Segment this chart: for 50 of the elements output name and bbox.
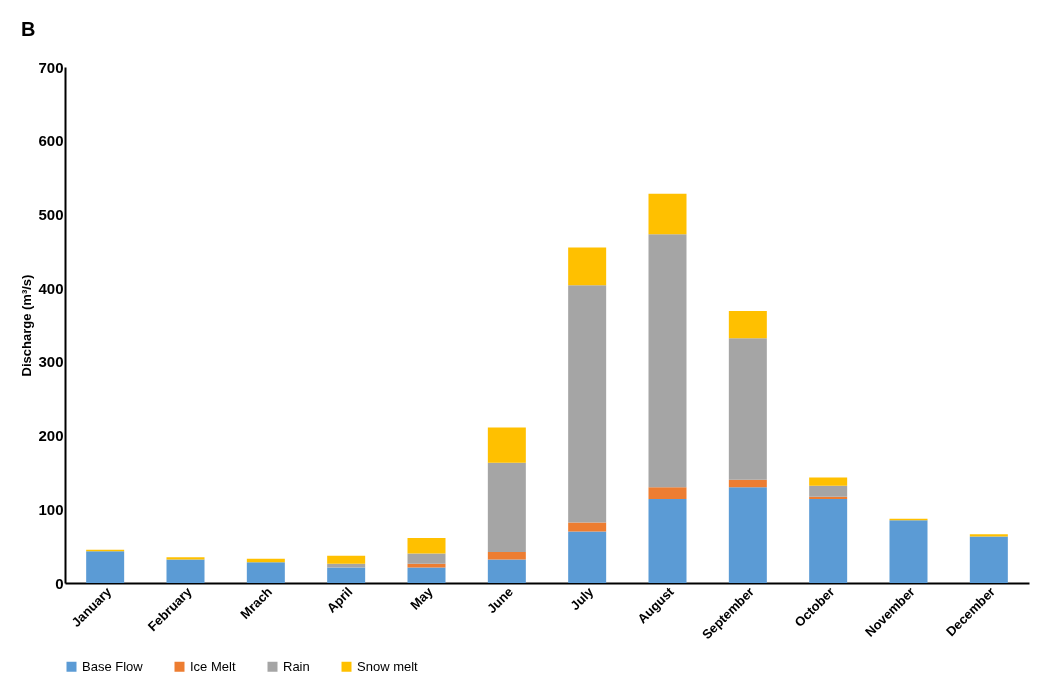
bar <box>327 563 366 568</box>
x-tick-label: July <box>567 583 597 614</box>
bar <box>487 462 526 553</box>
bar <box>969 536 1008 583</box>
bar <box>407 567 446 583</box>
bar <box>648 498 687 583</box>
bar <box>728 487 767 583</box>
bar <box>728 310 767 339</box>
bar <box>86 551 125 583</box>
bar <box>166 559 205 583</box>
bar <box>728 338 767 480</box>
bar <box>487 427 526 463</box>
y-tick-label: 100 <box>38 500 64 518</box>
legend-label: Base Flow <box>82 658 144 674</box>
bar <box>648 487 687 499</box>
y-tick-label: 400 <box>38 279 64 297</box>
bar <box>407 538 446 554</box>
bar <box>487 552 526 560</box>
y-tick-label: 200 <box>38 427 64 445</box>
x-tick-label: May <box>407 583 437 613</box>
bar <box>487 559 526 583</box>
y-tick-label: 500 <box>38 205 64 223</box>
legend-label: Ice Melt <box>190 658 236 674</box>
bar <box>568 522 607 532</box>
bar <box>809 485 848 497</box>
legend-label: Snow melt <box>357 658 419 674</box>
bar <box>969 534 1008 537</box>
bar <box>809 477 848 486</box>
chart-title: B <box>20 18 36 40</box>
bar <box>889 520 928 583</box>
y-tick-label: 300 <box>38 353 64 371</box>
bar <box>407 563 446 568</box>
bar <box>728 479 767 488</box>
bar <box>648 193 687 235</box>
bar <box>809 496 848 499</box>
bar <box>246 562 285 583</box>
y-tick-label: 700 <box>38 58 64 76</box>
bar <box>648 234 687 488</box>
bar <box>166 557 205 560</box>
bar <box>568 531 607 583</box>
bar <box>327 567 366 583</box>
bar <box>327 555 366 564</box>
legend-label: Rain <box>283 658 310 674</box>
y-tick-label: 0 <box>55 574 64 592</box>
y-tick-label: 600 <box>38 132 64 150</box>
bar <box>568 285 607 523</box>
bar <box>407 553 446 564</box>
bar <box>809 498 848 583</box>
y-axis-title: Discharge (m³/s) <box>19 274 35 377</box>
bar <box>568 247 607 286</box>
